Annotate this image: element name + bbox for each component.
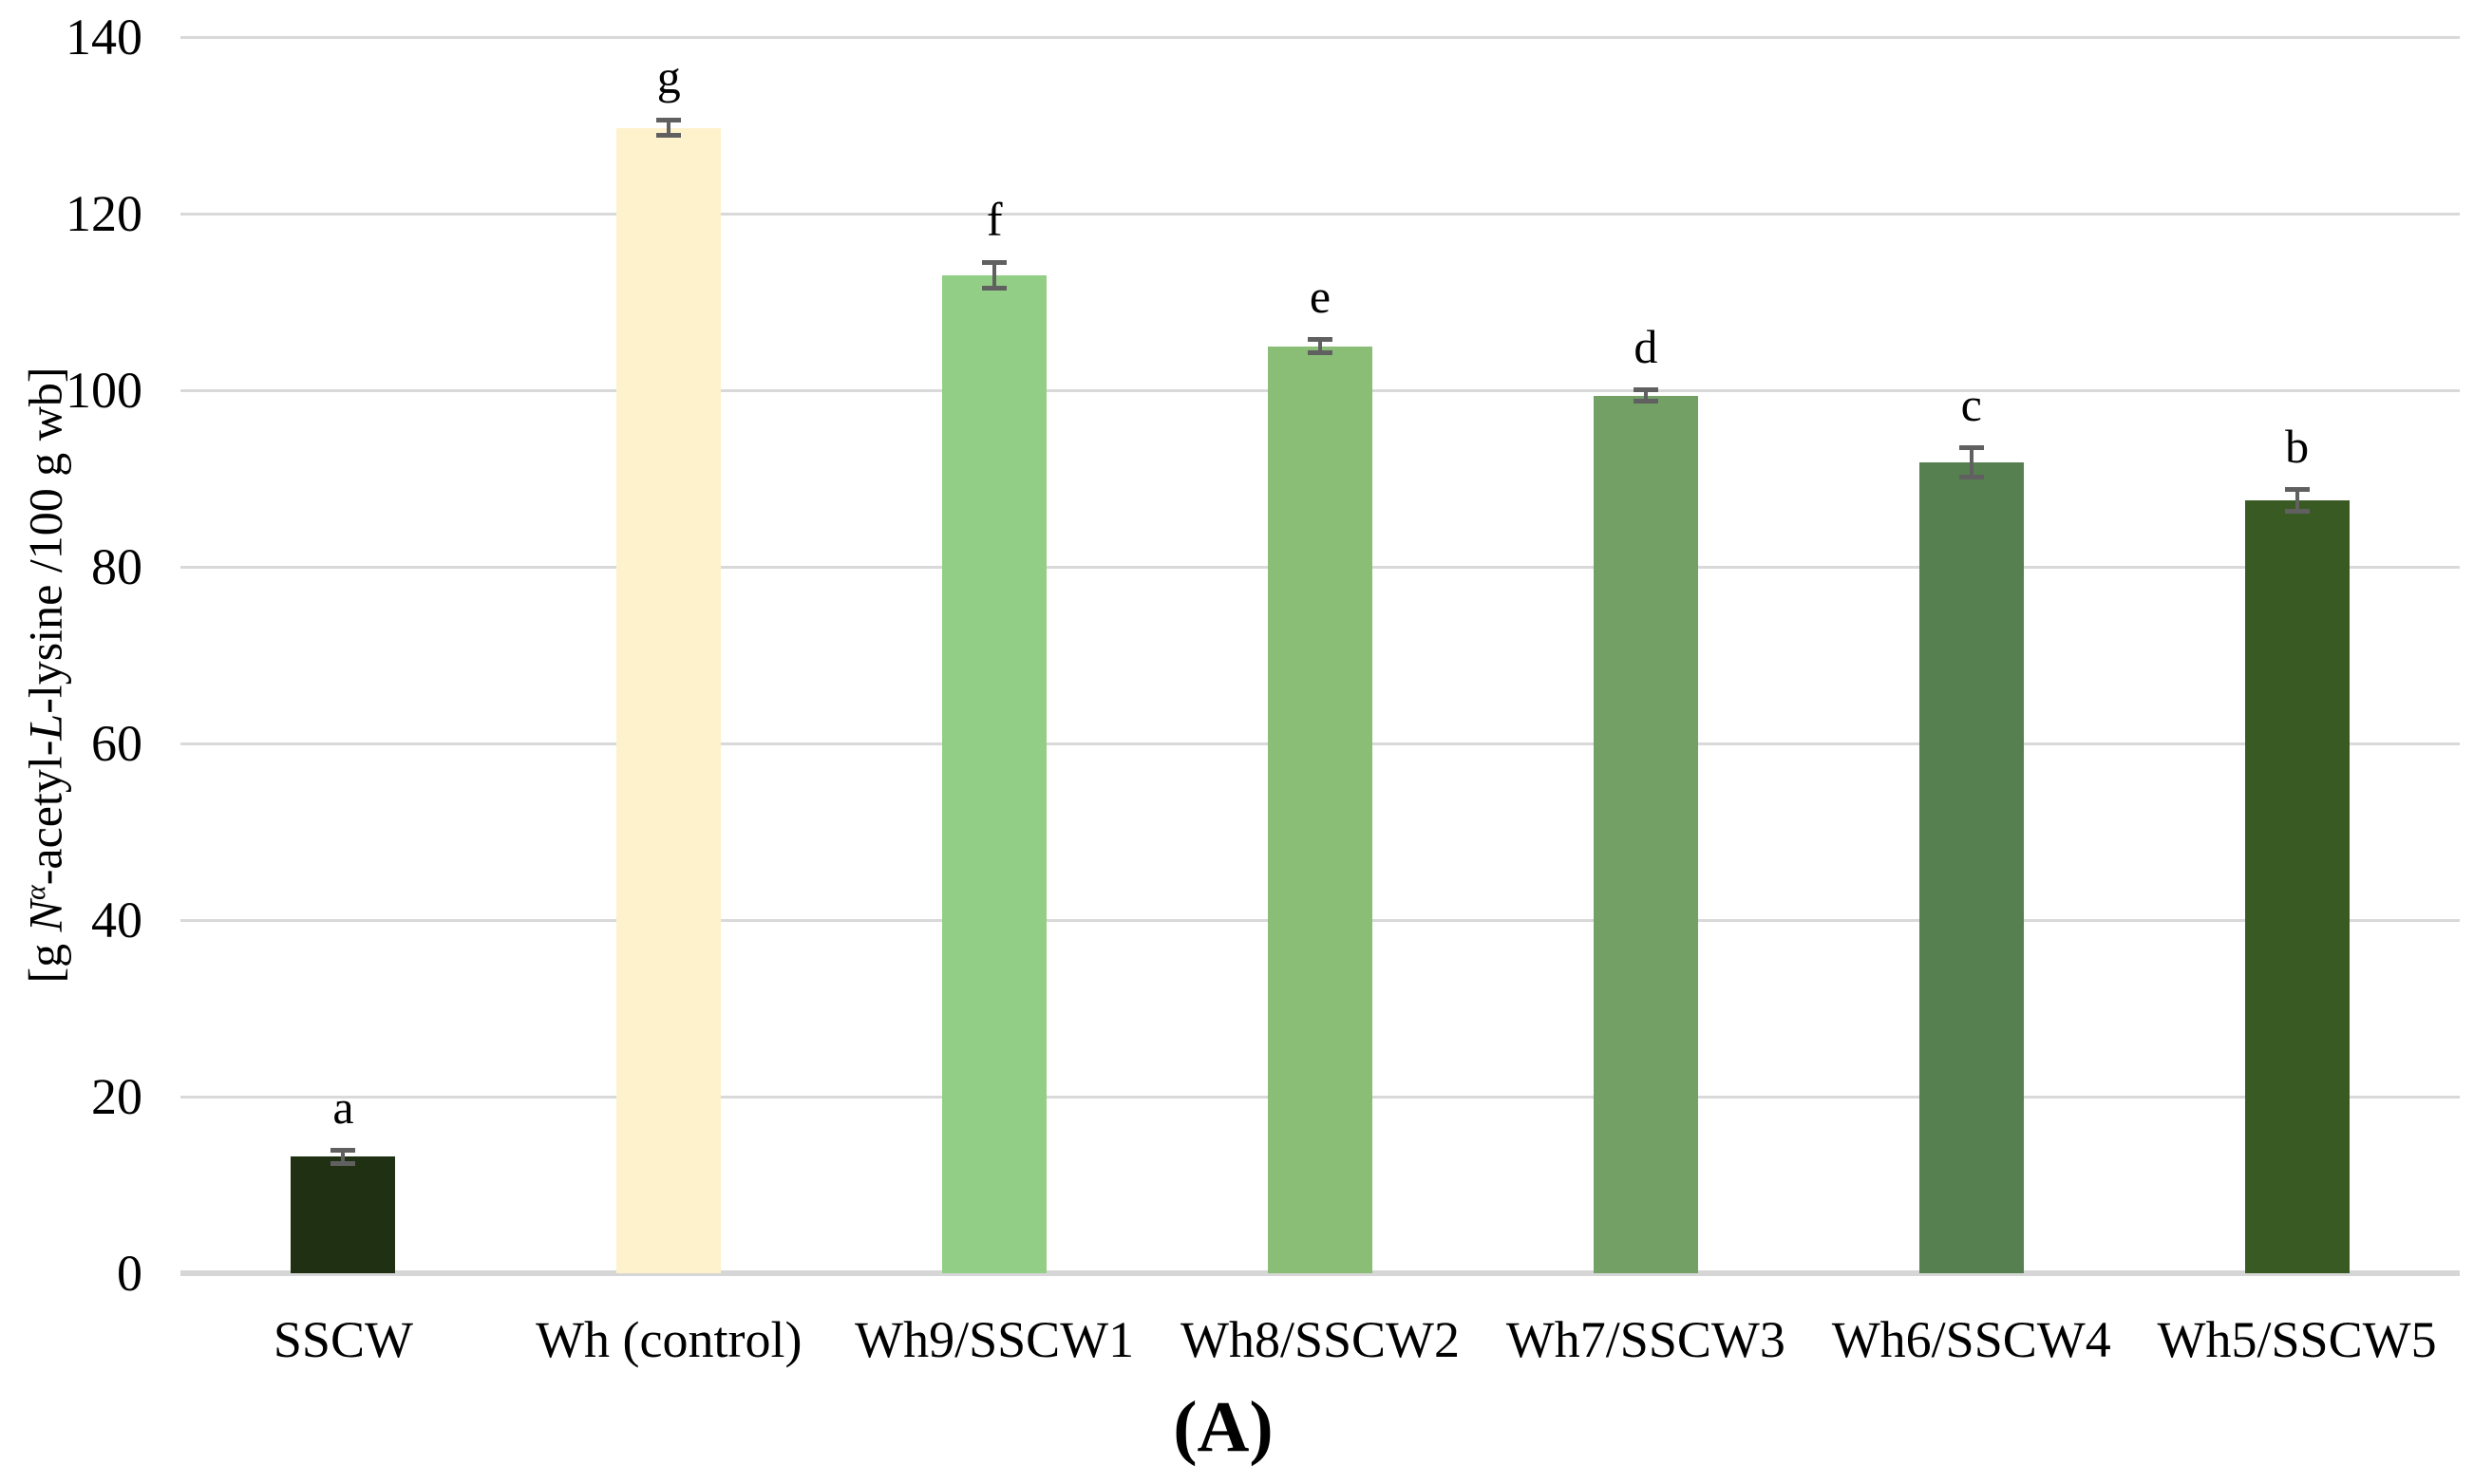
error-bar-bottom-cap <box>656 133 682 139</box>
y-tick-label: 80 <box>91 538 142 595</box>
significance-letter: d <box>1634 320 1658 374</box>
gridline <box>180 213 2460 216</box>
x-axis-category-label: Wh (control) <box>536 1311 803 1368</box>
error-bar-top-cap <box>1958 445 1984 451</box>
y-tick-label: 60 <box>91 715 142 772</box>
error-bar <box>992 262 997 290</box>
x-axis-category-label: Wh6/SSCW4 <box>1831 1311 2111 1368</box>
error-bar <box>1969 447 1974 479</box>
error-bar-top-cap <box>656 118 682 123</box>
bar <box>616 127 722 1273</box>
error-bar-bottom-cap <box>1958 475 1984 480</box>
bar <box>2244 500 2350 1273</box>
x-axis-category-label: Wh9/SSCW1 <box>855 1311 1135 1368</box>
bar <box>942 275 1048 1273</box>
error-bar-top-cap <box>1633 387 1658 393</box>
y-tick-label: 40 <box>91 892 142 949</box>
significance-letter: c <box>1960 378 1982 432</box>
significance-letter: a <box>332 1080 354 1134</box>
error-bar-top-cap <box>2284 487 2310 493</box>
error-bar <box>1318 339 1322 353</box>
figure-caption: (A) <box>1173 1387 1274 1467</box>
significance-letter: f <box>986 193 1003 247</box>
x-axis-category-label: Wh7/SSCW3 <box>1505 1311 1785 1368</box>
error-bar <box>667 120 671 137</box>
error-bar <box>341 1149 346 1164</box>
y-tick-label: 0 <box>117 1245 142 1302</box>
error-bar-top-cap <box>982 260 1008 266</box>
significance-letter: b <box>2285 420 2310 474</box>
x-axis-category-label: Wh5/SSCW5 <box>2157 1311 2437 1368</box>
error-bar-top-cap <box>330 1147 356 1153</box>
y-tick-label: 120 <box>66 185 142 242</box>
x-axis-category-label: Wh8/SSCW2 <box>1180 1311 1461 1368</box>
error-bar-bottom-cap <box>330 1160 356 1166</box>
error-bar-top-cap <box>1308 337 1332 343</box>
error-bar-bottom-cap <box>1308 349 1332 355</box>
bar <box>1593 395 1698 1273</box>
bar <box>1268 346 1372 1273</box>
significance-letter: g <box>656 50 681 104</box>
significance-letter: e <box>1309 270 1331 324</box>
y-tick-label: 140 <box>66 9 142 66</box>
y-tick-label: 20 <box>91 1068 142 1125</box>
error-bar-bottom-cap <box>1633 399 1658 404</box>
x-axis-category-label: SSCW <box>273 1311 413 1368</box>
error-bar-bottom-cap <box>2284 509 2310 515</box>
bar <box>291 1156 396 1273</box>
gridline <box>180 36 2460 39</box>
error-bar <box>1643 389 1648 403</box>
y-tick-label: 100 <box>66 362 142 419</box>
error-bar <box>2295 489 2299 513</box>
error-bar-bottom-cap <box>982 286 1008 291</box>
bar <box>1918 462 2024 1273</box>
x-axis-line <box>180 1270 2460 1276</box>
